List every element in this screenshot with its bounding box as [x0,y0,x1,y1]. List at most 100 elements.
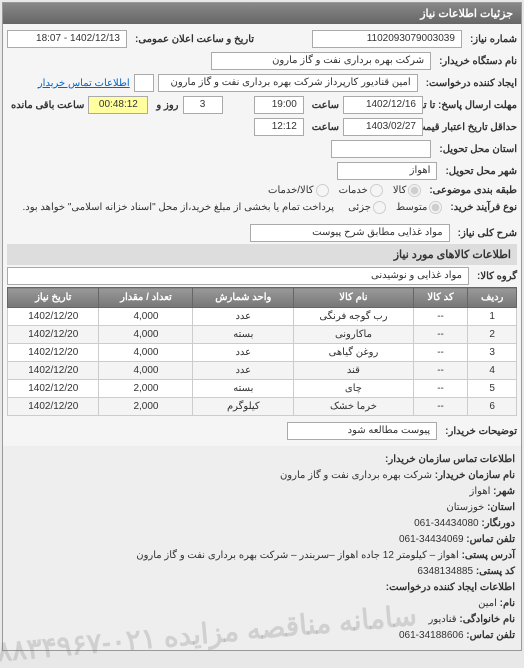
deadline-time: 19:00 [254,96,304,114]
table-cell: عدد [193,362,294,380]
need-title-label: شرح کلی نیاز: [454,228,517,239]
table-cell: خرما خشک [294,398,414,416]
table-row: 6--خرما خشککیلوگرم2,0001402/12/20 [8,398,517,416]
postal-value: 6348134885 [417,566,473,577]
fprovince-label: استان: [487,502,515,513]
lname-value: قنادیور [429,614,457,625]
table-header: ردیف [468,288,517,308]
time-label-2: ساعت [308,122,339,133]
buyer-note-value: پیوست مطالعه شود [287,422,437,440]
table-cell: رب گوجه فرنگی [294,308,414,326]
deadline-date: 1402/12/16 [343,96,423,114]
city-label: شهر محل تحویل: [441,166,517,177]
table-header: کد کالا [413,288,468,308]
group-label: گروه کالا: [473,271,517,282]
table-cell: روغن گیاهی [294,344,414,362]
payment-note: پرداخت تمام یا بخشی از مبلغ خرید،از محل … [22,202,344,213]
table-cell: ماکارونی [294,326,414,344]
table-row: 3--روغن گیاهیعدد4,0001402/12/20 [8,344,517,362]
time-label-1: ساعت [308,100,339,111]
radio-kala[interactable]: کالا [393,184,422,197]
panel-title: جزئیات اطلاعات نیاز [3,3,521,24]
validity-date: 1403/02/27 [343,118,423,136]
table-cell: 1402/12/20 [8,398,99,416]
table-cell: 1402/12/20 [8,362,99,380]
category-label: طبقه بندی موضوعی: [425,185,517,196]
days-label: روز و [152,100,178,111]
buyer-label: نام دستگاه خریدار: [435,56,517,67]
group-value: مواد غذایی و نوشیدنی [7,267,469,285]
days-value: 3 [183,96,223,114]
table-cell: بسته [193,380,294,398]
org-label: نام سازمان خریدار: [435,470,515,481]
cphone-label: تلفن تماس: [466,630,515,641]
contact-link[interactable]: اطلاعات تماس خریدار [38,78,130,89]
radio-jozi[interactable]: جزئی [348,201,386,214]
address-value: اهواز – کیلومتر 12 جاده اهواز –سربندر – … [136,550,459,561]
radio-kalakhadmat[interactable]: کالا/خدمات [268,184,329,197]
table-cell: -- [413,308,468,326]
table-header: نام کالا [294,288,414,308]
table-row: 4--قندعدد4,0001402/12/20 [8,362,517,380]
table-cell: -- [413,398,468,416]
radio-motavaset[interactable]: متوسط [396,201,442,214]
table-cell: -- [413,362,468,380]
table-row: 2--ماکارونیبسته4,0001402/12/20 [8,326,517,344]
fprovince-value: خوزستان [446,502,484,513]
contact-box [134,74,154,92]
table-cell: -- [413,380,468,398]
table-cell: عدد [193,308,294,326]
announce-label: تاریخ و ساعت اعلان عمومی: [131,34,254,45]
table-cell: 4,000 [99,344,193,362]
table-cell: 6 [468,398,517,416]
table-cell: بسته [193,326,294,344]
table-cell: 1402/12/20 [8,326,99,344]
creator-value: امین قنادیور کارپرداز شرکت بهره برداری ن… [158,74,418,92]
form-area: شماره نیاز: 1102093079003039 تاریخ و ساع… [3,24,521,446]
remain-label: ساعت باقی مانده [7,100,84,111]
table-row: 1--رب گوجه فرنگیعدد4,0001402/12/20 [8,308,517,326]
cphone-value: 34188606-061 [399,630,464,641]
table-cell: 4 [468,362,517,380]
table-cell: 5 [468,380,517,398]
table-header: واحد شمارش [193,288,294,308]
name-label: نام: [500,598,515,609]
prephone-value: 34434080-061 [414,518,479,529]
table-cell: 1402/12/20 [8,344,99,362]
table-cell: عدد [193,344,294,362]
fcity-value: اهواز [470,486,491,497]
table-cell: 4,000 [99,362,193,380]
postal-label: کد پستی: [476,566,515,577]
table-cell: -- [413,326,468,344]
table-cell: 1402/12/20 [8,380,99,398]
req-no-label: شماره نیاز: [466,34,517,45]
buyer-note-label: توضیحات خریدار: [441,426,517,437]
radio-khadmat[interactable]: خدمات [339,184,383,197]
table-cell: 2 [468,326,517,344]
table-cell: 2,000 [99,380,193,398]
province-value [331,140,431,158]
address-label: آدرس پستی: [462,550,515,561]
table-cell: 2,000 [99,398,193,416]
priority-label: نوع فرآیند خرید: [446,202,517,213]
table-row: 5--چایبسته2,0001402/12/20 [8,380,517,398]
table-cell: قند [294,362,414,380]
creator-label: ایجاد کننده درخواست: [422,78,517,89]
announce-value: 1402/12/13 - 18:07 [7,30,127,48]
main-panel: جزئیات اطلاعات نیاز شماره نیاز: 11020930… [2,2,522,651]
lname-label: نام خانوادگی: [459,614,515,625]
footer: اطلاعات تماس سازمان خریدار: نام سازمان خ… [3,446,521,650]
table-header: تعداد / مقدار [99,288,193,308]
goods-table: ردیفکد کالانام کالاواحد شمارشتعداد / مقد… [7,287,517,416]
deadline-label: مهلت ارسال پاسخ: تا تاریخ: [427,100,517,111]
org-value: شرکت بهره برداری نفت و گاز مارون [280,470,432,481]
remain-value: 00:48:12 [88,96,148,114]
table-cell: 1 [468,308,517,326]
prephone-label: دورنگار: [481,518,515,529]
table-header: تاریخ نیاز [8,288,99,308]
table-cell: 3 [468,344,517,362]
priority-radios: متوسط جزئی [348,201,442,214]
fphone-value: 34434069-061 [399,534,464,545]
table-cell: چای [294,380,414,398]
goods-section-title: اطلاعات کالاهای مورد نیاز [7,244,517,265]
